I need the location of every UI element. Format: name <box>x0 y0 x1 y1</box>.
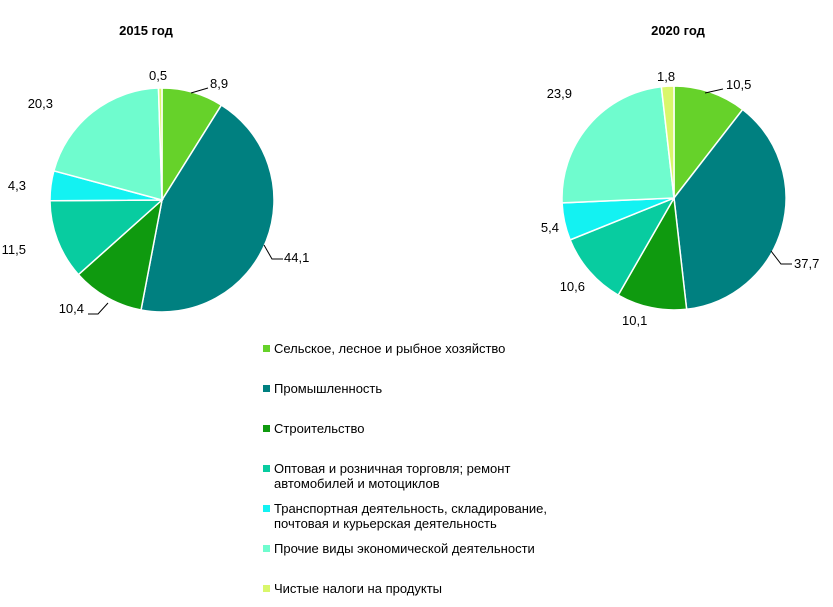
leader-line <box>704 88 724 94</box>
data-label-agriculture: 10,5 <box>726 77 751 92</box>
legend-label: Промышленность <box>274 381 382 396</box>
data-label-other: 23,9 <box>547 86 572 101</box>
chart-title: 2020 год <box>651 23 706 38</box>
leader-line <box>263 244 283 260</box>
legend-item-agriculture: Сельское, лесное и рыбное хозяйство <box>263 341 505 356</box>
pie-slice-net-taxes <box>660 85 675 199</box>
legend-label: Прочие виды экономической деятельности <box>274 541 535 556</box>
data-label-agriculture: 8,9 <box>210 76 228 91</box>
legend: Сельское, лесное и рыбное хозяйство Промы… <box>263 341 547 596</box>
legend-label: Чистые налоги на продукты <box>274 581 442 596</box>
data-label-industry: 37,7 <box>794 256 819 271</box>
legend-swatch <box>263 465 270 472</box>
legend-item-transport: Транспортная деятельность, складирование… <box>263 501 547 531</box>
legend-item-construction: Строительство <box>263 421 364 436</box>
data-label-construction: 10,1 <box>622 313 647 328</box>
pie-slice-industry <box>673 108 787 311</box>
data-label-net-taxes: 0,5 <box>149 68 167 83</box>
pie-slice-other <box>561 85 675 204</box>
data-label-industry: 44,1 <box>284 250 309 265</box>
leader-line <box>770 250 792 265</box>
pie-slice-construction <box>77 197 164 311</box>
legend-label: Оптовая и розничная торговля; ремонт <box>274 461 510 476</box>
legend-item-trade: Оптовая и розничная торговля; ремонтавто… <box>263 461 510 491</box>
pie-slice-trade <box>569 196 676 297</box>
chart-title: 2015 год <box>119 23 174 38</box>
legend-label: Транспортная деятельность, складирование… <box>274 501 547 516</box>
pie-chart-2015: 2015 год 8,9 44,1 10,4 11,5 4,3 20,3 0,5 <box>2 23 310 316</box>
pie-slice-net-taxes <box>157 87 163 201</box>
legend-label: почтовая и курьерская деятельность <box>274 516 497 531</box>
pie-slice-industry <box>140 104 275 313</box>
legend-label: автомобилей и мотоциклов <box>274 476 440 491</box>
data-label-transport: 5,4 <box>541 220 559 235</box>
leader-line <box>190 87 209 94</box>
legend-label: Строительство <box>274 421 364 436</box>
legend-label: Сельское, лесное и рыбное хозяйство <box>274 341 505 356</box>
legend-item-other: Прочие виды экономической деятельности <box>263 541 535 556</box>
legend-swatch <box>263 505 270 512</box>
legend-swatch <box>263 385 270 392</box>
legend-item-net-taxes: Чистые налоги на продукты <box>263 581 442 596</box>
pie-chart-2020: 2020 год 10,5 37,7 10,1 10,6 5,4 23,9 1,8 <box>541 23 819 328</box>
data-label-transport: 4,3 <box>8 178 26 193</box>
data-label-net-taxes: 1,8 <box>657 69 675 84</box>
legend-swatch <box>263 585 270 592</box>
data-label-construction: 10,4 <box>59 301 84 316</box>
pie-slice-construction <box>617 195 688 311</box>
pie-slice-trade <box>49 199 164 276</box>
data-label-other: 20,3 <box>28 96 53 111</box>
legend-swatch <box>263 545 270 552</box>
legend-swatch <box>263 425 270 432</box>
data-label-trade: 11,5 <box>2 242 26 257</box>
legend-swatch <box>263 345 270 352</box>
data-label-trade: 10,6 <box>560 279 585 294</box>
legend-item-industry: Промышленность <box>263 381 382 396</box>
pie-slice-other <box>52 87 163 201</box>
leader-line <box>88 302 109 315</box>
